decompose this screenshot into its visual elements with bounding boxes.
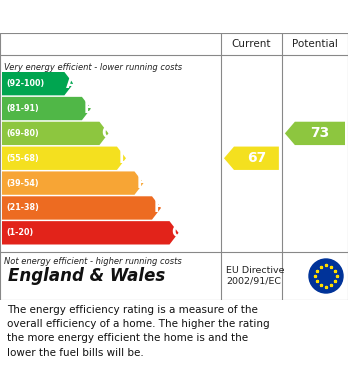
Text: Potential: Potential (292, 39, 338, 49)
Text: A: A (66, 76, 78, 91)
Text: (81-91): (81-91) (6, 104, 39, 113)
Polygon shape (2, 72, 73, 95)
Polygon shape (2, 122, 109, 145)
Text: 67: 67 (247, 151, 266, 165)
Text: England & Wales: England & Wales (8, 267, 165, 285)
Polygon shape (2, 221, 179, 244)
Text: Very energy efficient - lower running costs: Very energy efficient - lower running co… (4, 63, 182, 72)
Polygon shape (2, 196, 161, 220)
Text: EU Directive
2002/91/EC: EU Directive 2002/91/EC (226, 266, 284, 286)
Text: B: B (84, 101, 95, 116)
Text: 73: 73 (310, 126, 330, 140)
Text: (1-20): (1-20) (6, 228, 33, 237)
Polygon shape (2, 97, 91, 120)
Text: (21-38): (21-38) (6, 203, 39, 212)
Text: Not energy efficient - higher running costs: Not energy efficient - higher running co… (4, 258, 182, 267)
Text: (69-80): (69-80) (6, 129, 39, 138)
Circle shape (309, 259, 343, 293)
Text: (39-54): (39-54) (6, 179, 39, 188)
Text: C: C (102, 126, 112, 141)
Text: F: F (154, 201, 164, 215)
Polygon shape (285, 122, 345, 145)
Text: E: E (136, 176, 147, 190)
Text: D: D (119, 151, 131, 166)
Polygon shape (2, 147, 126, 170)
Text: Energy Efficiency Rating: Energy Efficiency Rating (9, 7, 249, 25)
Text: The energy efficiency rating is a measure of the
overall efficiency of a home. T: The energy efficiency rating is a measur… (7, 305, 270, 358)
Text: G: G (172, 225, 184, 240)
Polygon shape (2, 171, 143, 195)
Text: (55-68): (55-68) (6, 154, 39, 163)
Polygon shape (224, 147, 279, 170)
Text: Current: Current (232, 39, 271, 49)
Text: (92-100): (92-100) (6, 79, 44, 88)
